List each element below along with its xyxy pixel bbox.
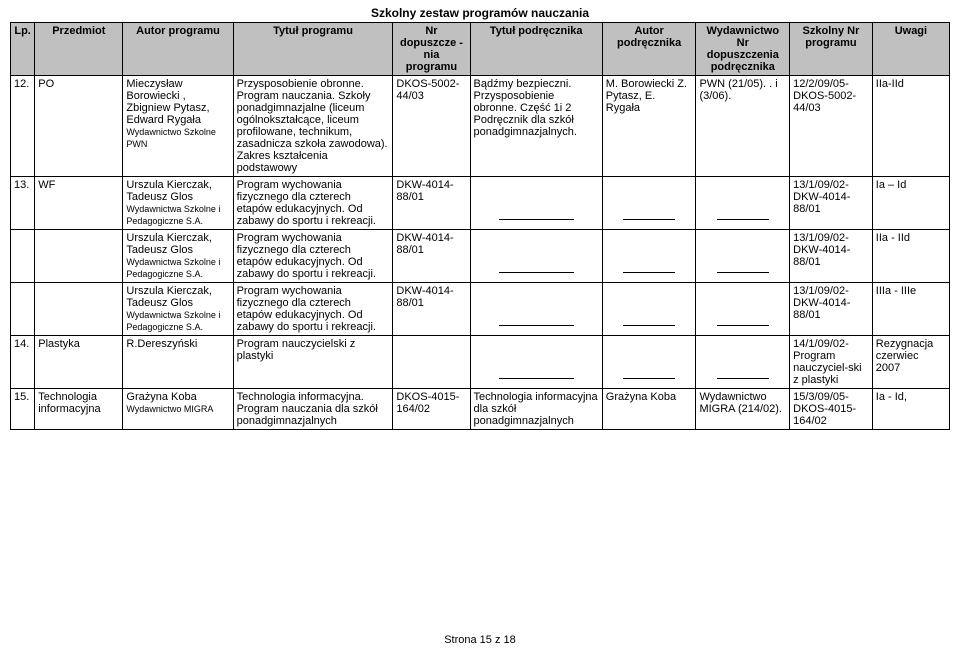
cell [470, 283, 602, 336]
cell: Program wychowania fizycznego dla cztere… [233, 230, 393, 283]
cell: Rezygnacja czerwiec 2007 [872, 336, 949, 389]
cell: Ia - Id, [872, 389, 949, 430]
cell: 12. [11, 76, 35, 177]
cell [470, 177, 602, 230]
cell [470, 230, 602, 283]
col-szkolny: Szkolny Nr programu [790, 23, 873, 76]
cell: R.Dereszyński [123, 336, 233, 389]
cell: Grażyna Koba [602, 389, 696, 430]
cell: 14. [11, 336, 35, 389]
cell: 15. [11, 389, 35, 430]
col-lp: Lp. [11, 23, 35, 76]
cell: DKOS-4015-164/02 [393, 389, 470, 430]
col-autor: Autor programu [123, 23, 233, 76]
cell: Mieczysław Borowiecki , Zbigniew Pytasz,… [123, 76, 233, 177]
cell: DKOS-5002-44/03 [393, 76, 470, 177]
cell: 15/3/09/05-DKOS-4015-164/02 [790, 389, 873, 430]
cell: IIa - IId [872, 230, 949, 283]
cell: Ia – Id [872, 177, 949, 230]
cell: IIa-IId [872, 76, 949, 177]
table-header-row: Lp. Przedmiot Autor programu Tytuł progr… [11, 23, 950, 76]
table-row: 15.Technologia informacyjnaGrażyna KobaW… [11, 389, 950, 430]
cell [602, 283, 696, 336]
cell: 12/2/09/05-DKOS-5002-44/03 [790, 76, 873, 177]
cell [35, 230, 123, 283]
cell: Urszula Kierczak, Tadeusz GlosWydawnictw… [123, 283, 233, 336]
cell: Technologia informacyjna dla szkół ponad… [470, 389, 602, 430]
cell [696, 230, 790, 283]
cell: Przysposobienie obronne. Program nauczan… [233, 76, 393, 177]
cell [470, 336, 602, 389]
col-nr: Nr dopuszcze -nia programu [393, 23, 470, 76]
cell: M. Borowiecki Z. Pytasz, E. Rygała [602, 76, 696, 177]
cell [35, 283, 123, 336]
cell: Technologia informacyjna [35, 389, 123, 430]
cell [602, 177, 696, 230]
cell: PWN (21/05). . i (3/06). [696, 76, 790, 177]
col-uwagi: Uwagi [872, 23, 949, 76]
cell: Urszula Kierczak, Tadeusz GlosWydawnictw… [123, 230, 233, 283]
cell: DKW-4014-88/01 [393, 177, 470, 230]
col-przedmiot: Przedmiot [35, 23, 123, 76]
cell: 13/1/09/02-DKW-4014-88/01 [790, 283, 873, 336]
cell: Urszula Kierczak, Tadeusz GlosWydawnictw… [123, 177, 233, 230]
table-row: 13.WFUrszula Kierczak, Tadeusz GlosWydaw… [11, 177, 950, 230]
cell: WF [35, 177, 123, 230]
cell [696, 177, 790, 230]
table-row: Urszula Kierczak, Tadeusz GlosWydawnictw… [11, 230, 950, 283]
main-title: Szkolny zestaw programów nauczania [371, 6, 589, 20]
cell: PO [35, 76, 123, 177]
cell: Technologia informacyjna. Program naucza… [233, 389, 393, 430]
table-row: 12.POMieczysław Borowiecki , Zbigniew Py… [11, 76, 950, 177]
cell [696, 283, 790, 336]
cell [696, 336, 790, 389]
cell: Bądźmy bezpieczni. Przysposobienie obron… [470, 76, 602, 177]
cell: Grażyna KobaWydawnictwo MIGRA [123, 389, 233, 430]
cell: Program wychowania fizycznego dla cztere… [233, 283, 393, 336]
cell: Program nauczycielski z plastyki [233, 336, 393, 389]
curriculum-table: Lp. Przedmiot Autor programu Tytuł progr… [10, 22, 950, 430]
cell: DKW-4014-88/01 [393, 230, 470, 283]
col-wyd: Wydawnictwo Nr dopuszczenia podręcznika [696, 23, 790, 76]
cell: 13. [11, 177, 35, 230]
table-row: 14.PlastykaR.DereszyńskiProgram nauczyci… [11, 336, 950, 389]
page-title: Szkolny zestaw programów nauczania [0, 0, 960, 22]
col-autor-p: Autor podręcznika [602, 23, 696, 76]
cell: Plastyka [35, 336, 123, 389]
cell [602, 230, 696, 283]
cell [602, 336, 696, 389]
cell: Program wychowania fizycznego dla cztere… [233, 177, 393, 230]
cell: DKW-4014-88/01 [393, 283, 470, 336]
cell: 13/1/09/02-DKW-4014-88/01 [790, 177, 873, 230]
page-footer: Strona 15 z 18 [0, 634, 960, 646]
cell: Wydawnictwo MIGRA (214/02). [696, 389, 790, 430]
cell: IIIa - IIIe [872, 283, 949, 336]
cell: 13/1/09/02-DKW-4014-88/01 [790, 230, 873, 283]
cell [11, 283, 35, 336]
table-row: Urszula Kierczak, Tadeusz GlosWydawnictw… [11, 283, 950, 336]
cell [11, 230, 35, 283]
cell [393, 336, 470, 389]
cell: 14/1/09/02-Program nauczyciel-ski z plas… [790, 336, 873, 389]
col-tytul: Tytuł programu [233, 23, 393, 76]
col-podrecznik: Tytuł podręcznika [470, 23, 602, 76]
